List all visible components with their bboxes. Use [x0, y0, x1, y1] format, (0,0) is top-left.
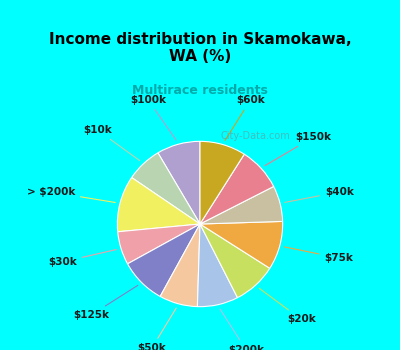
Text: $40k: $40k [285, 187, 354, 202]
Wedge shape [200, 141, 244, 224]
Wedge shape [132, 153, 200, 224]
Text: $60k: $60k [225, 95, 265, 140]
Text: $125k: $125k [73, 285, 138, 320]
Wedge shape [128, 224, 200, 296]
Text: $100k: $100k [130, 94, 176, 140]
Wedge shape [200, 224, 270, 298]
Text: $10k: $10k [83, 125, 140, 161]
Text: Income distribution in Skamokawa,
WA (%): Income distribution in Skamokawa, WA (%) [49, 32, 351, 64]
Text: City-Data.com: City-Data.com [220, 131, 290, 141]
Text: $50k: $50k [137, 308, 176, 350]
Wedge shape [117, 177, 200, 232]
Wedge shape [200, 222, 283, 268]
Wedge shape [200, 187, 283, 224]
Text: $200k: $200k [220, 309, 264, 350]
Text: $150k: $150k [265, 132, 332, 166]
Wedge shape [200, 154, 274, 224]
Text: $75k: $75k [284, 247, 353, 263]
Wedge shape [118, 224, 200, 264]
Text: $20k: $20k [259, 288, 316, 324]
Text: $30k: $30k [48, 250, 116, 267]
Wedge shape [158, 141, 200, 224]
Wedge shape [160, 224, 200, 307]
Text: > $200k: > $200k [27, 187, 115, 203]
Wedge shape [198, 224, 238, 307]
Text: Multirace residents: Multirace residents [132, 84, 268, 97]
